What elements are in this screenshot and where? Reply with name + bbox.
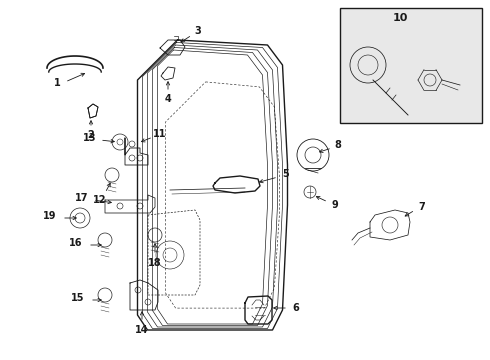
Bar bbox=[340, 8, 482, 123]
Text: 15: 15 bbox=[71, 293, 85, 303]
Text: 12: 12 bbox=[93, 195, 107, 205]
Text: 7: 7 bbox=[418, 202, 425, 212]
Polygon shape bbox=[160, 40, 185, 55]
Text: 10: 10 bbox=[392, 13, 408, 23]
Text: 8: 8 bbox=[335, 140, 342, 150]
Text: 17: 17 bbox=[75, 193, 89, 203]
Text: 16: 16 bbox=[69, 238, 83, 248]
Text: 4: 4 bbox=[165, 94, 172, 104]
Polygon shape bbox=[370, 210, 410, 240]
Polygon shape bbox=[105, 195, 155, 213]
Text: 11: 11 bbox=[153, 129, 167, 139]
Polygon shape bbox=[125, 138, 148, 165]
Polygon shape bbox=[130, 280, 158, 310]
Text: 6: 6 bbox=[293, 303, 299, 313]
Polygon shape bbox=[213, 176, 260, 193]
Text: 5: 5 bbox=[283, 169, 290, 179]
Text: 2: 2 bbox=[88, 130, 95, 140]
Text: 14: 14 bbox=[135, 325, 149, 335]
Text: 13: 13 bbox=[83, 133, 97, 143]
Text: 19: 19 bbox=[43, 211, 57, 221]
Text: 18: 18 bbox=[148, 258, 162, 268]
Text: 1: 1 bbox=[53, 78, 60, 88]
Polygon shape bbox=[88, 104, 98, 118]
Polygon shape bbox=[245, 296, 272, 324]
Text: 9: 9 bbox=[332, 200, 339, 210]
Polygon shape bbox=[161, 67, 175, 80]
Text: 3: 3 bbox=[195, 26, 201, 36]
